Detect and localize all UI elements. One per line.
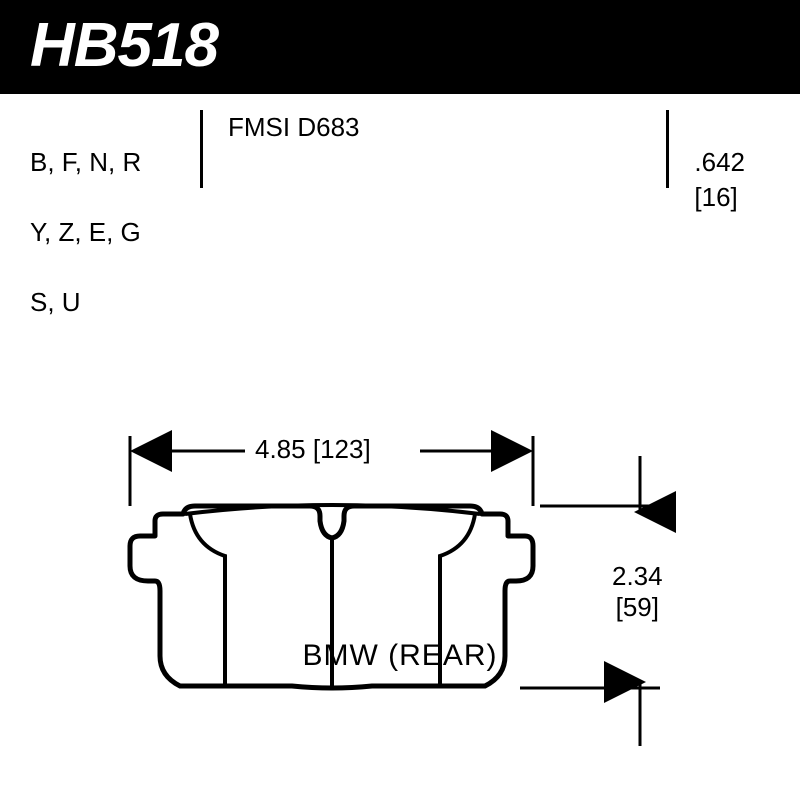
height-inches: 2.34: [612, 561, 663, 592]
fmsi-code: FMSI D683: [200, 110, 400, 188]
thickness: .642 [16]: [666, 110, 770, 188]
part-number: HB518: [30, 10, 218, 81]
diagram-area: 4.85 [123] 2.34 [59]: [0, 366, 800, 796]
codes-line-3: S, U: [30, 285, 175, 320]
info-row: B, F, N, R Y, Z, E, G S, U FMSI D683 .64…: [0, 90, 800, 366]
brake-pad-diagram: [0, 366, 800, 796]
header-bar: HB518: [0, 0, 800, 90]
thickness-inches: .642: [694, 147, 745, 177]
codes-line-1: B, F, N, R: [30, 145, 175, 180]
footer-label: BMW (REAR): [0, 639, 800, 673]
width-dimension: 4.85 [123]: [255, 434, 371, 465]
compound-codes: B, F, N, R Y, Z, E, G S, U: [30, 110, 200, 356]
height-mm: [59]: [612, 592, 663, 623]
height-dimension: 2.34 [59]: [612, 561, 663, 623]
codes-line-2: Y, Z, E, G: [30, 215, 175, 250]
thickness-mm: [16]: [694, 182, 737, 212]
width-mm: [123]: [313, 434, 371, 464]
width-inches: 4.85: [255, 434, 306, 464]
